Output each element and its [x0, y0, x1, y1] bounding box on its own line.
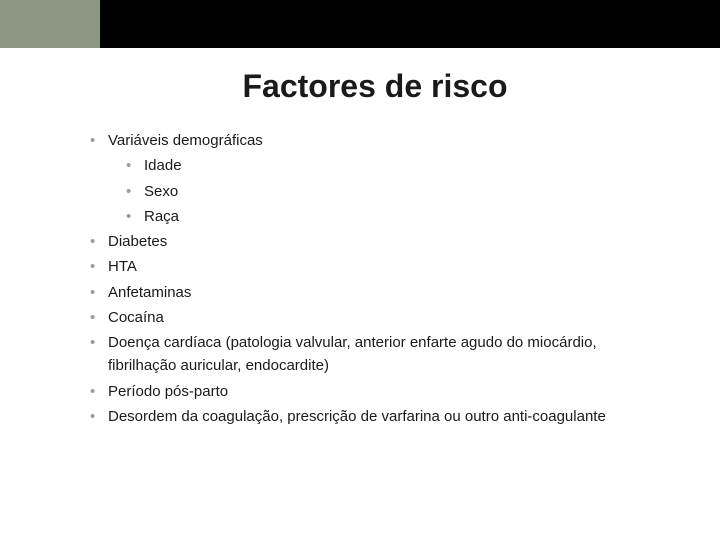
list-subitem: Idade	[126, 154, 660, 177]
list-item: Anfetaminas	[90, 281, 660, 304]
slide-title: Factores de risco	[90, 68, 660, 105]
list-subitem-label: Idade	[144, 157, 182, 174]
slide-content: Factores de risco Variáveis demográficas…	[0, 48, 720, 450]
list-subitem: Sexo	[126, 180, 660, 203]
list-item-label: Variáveis demográficas	[108, 132, 263, 149]
list-item: Diabetes	[90, 230, 660, 253]
list-item: Cocaína	[90, 306, 660, 329]
list-item-label: Anfetaminas	[108, 284, 191, 301]
list-item: Desordem da coagulação, prescrição de va…	[90, 405, 660, 428]
list-item: Doença cardíaca (patologia valvular, ant…	[90, 331, 660, 378]
list-item-label: Doença cardíaca (patologia valvular, ant…	[108, 334, 597, 374]
top-bar	[0, 0, 720, 48]
list-item-label: Cocaína	[108, 309, 164, 326]
list-item: HTA	[90, 255, 660, 278]
list-subitem-label: Sexo	[144, 183, 178, 200]
list-item: Período pós-parto	[90, 380, 660, 403]
list-item-label: Diabetes	[108, 233, 167, 250]
bullet-list: Variáveis demográficas Idade Sexo Raça D…	[90, 129, 660, 428]
list-item: Variáveis demográficas Idade Sexo Raça	[90, 129, 660, 228]
list-item-label: Desordem da coagulação, prescrição de va…	[108, 408, 606, 425]
list-subitem-label: Raça	[144, 208, 179, 225]
list-item-label: HTA	[108, 258, 137, 275]
list-item-label: Período pós-parto	[108, 383, 228, 400]
list-subitem: Raça	[126, 205, 660, 228]
accent-block	[0, 0, 100, 48]
bullet-sublist: Idade Sexo Raça	[108, 154, 660, 228]
